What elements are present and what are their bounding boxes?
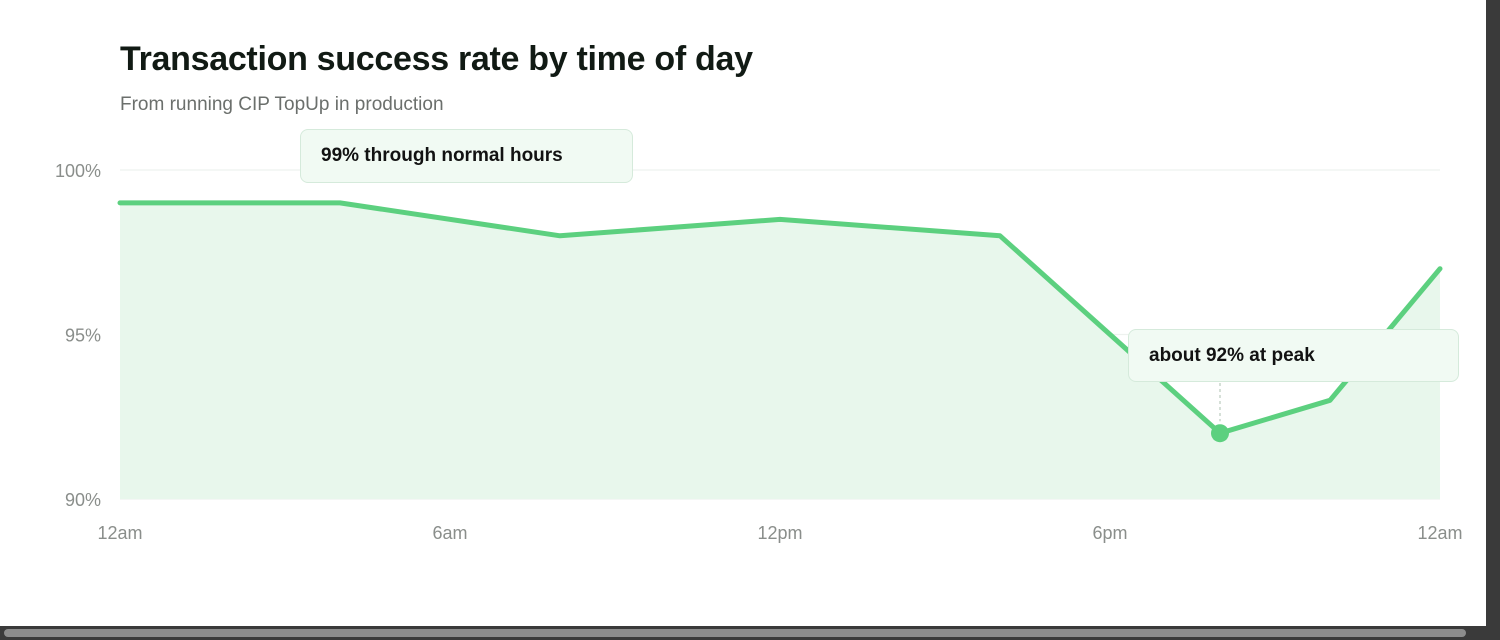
- area-chart: 90% 95% 100% 12am 6am 12pm 6pm 12am: [55, 161, 1463, 543]
- success-rate-area: [120, 202, 1440, 499]
- vertical-scrollbar[interactable]: [1486, 0, 1500, 626]
- success-rate-line: [117, 200, 1443, 436]
- x-tick-label: 12am: [97, 523, 142, 543]
- x-tick-label: 6pm: [1092, 523, 1127, 543]
- x-tick-label: 6am: [432, 523, 467, 543]
- x-tick-label: 12am: [1417, 523, 1462, 543]
- horizontal-scrollbar[interactable]: [0, 626, 1500, 640]
- y-tick-label: 100%: [55, 161, 101, 181]
- y-tick-label: 95%: [65, 326, 101, 346]
- callout-peak: about 92% at peak: [1128, 329, 1459, 382]
- chart-card: Transaction success rate by time of day …: [0, 0, 1486, 626]
- peak-marker: [1211, 424, 1229, 443]
- y-tick-label: 90%: [65, 490, 101, 510]
- chart-title: Transaction success rate by time of day: [120, 40, 753, 78]
- callout-normal-hours: 99% through normal hours: [300, 129, 633, 183]
- x-axis: 12am 6am 12pm 6pm 12am: [97, 523, 1462, 543]
- x-tick-label: 12pm: [757, 523, 802, 543]
- y-axis: 90% 95% 100%: [55, 161, 101, 510]
- chart-subtitle: From running CIP TopUp in production: [120, 94, 444, 115]
- scrollbar-thumb[interactable]: [4, 629, 1466, 637]
